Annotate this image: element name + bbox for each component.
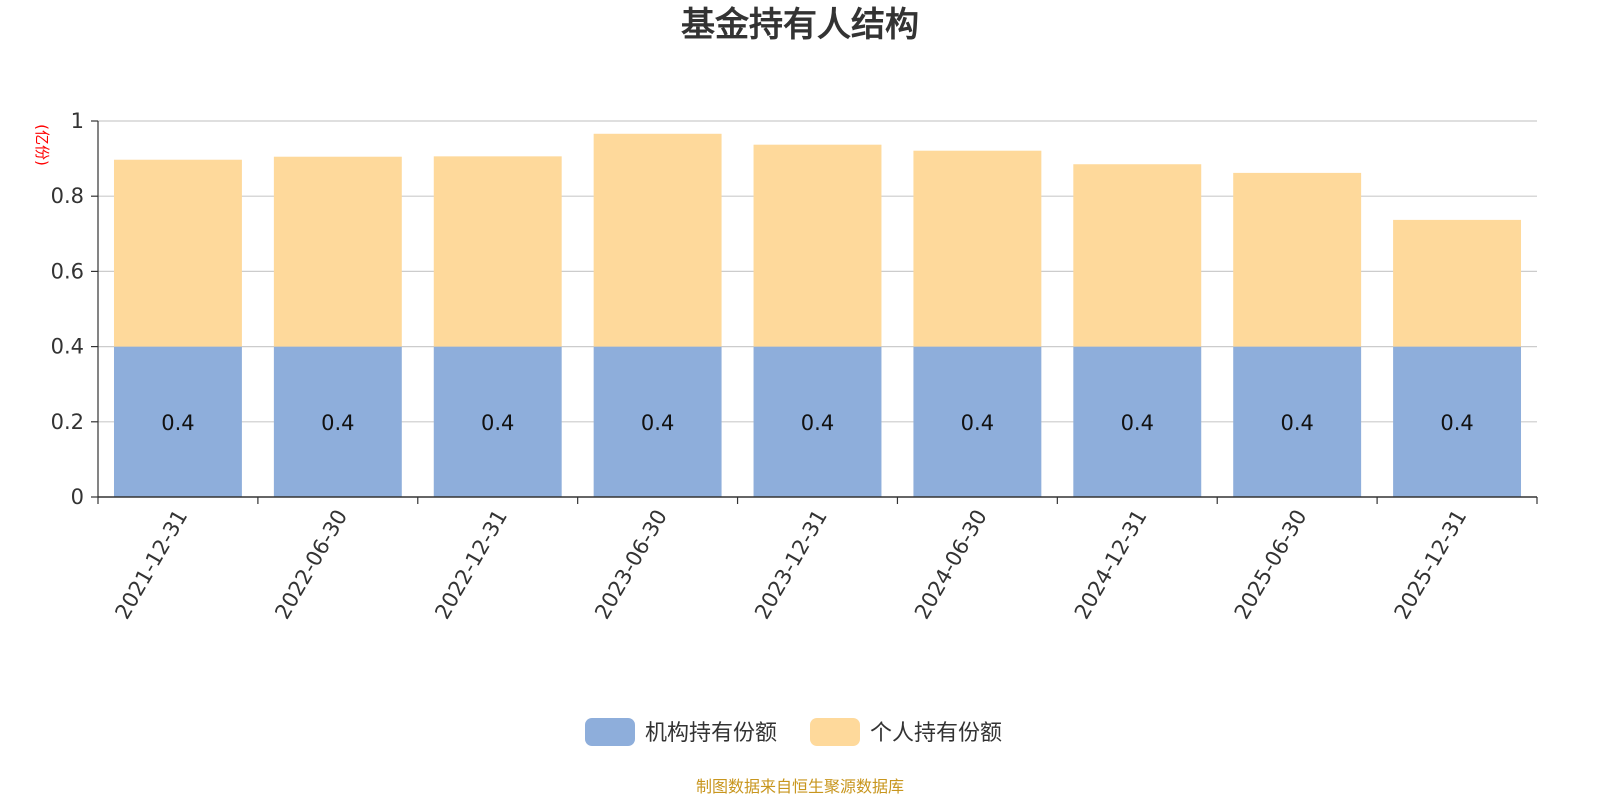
legend-label: 机构持有份额 [645,721,777,746]
bar-data-label: 0.4 [961,411,994,435]
bar-data-label: 0.4 [641,411,674,435]
x-tick-label: 2025-06-30 [1230,506,1312,624]
bar-individual [1393,219,1522,347]
bar-individual [753,144,882,347]
y-tick-label: 0 [71,485,84,509]
bar-individual [913,150,1042,347]
bar-data-label: 0.4 [321,411,354,435]
bar-institutional [913,346,1042,497]
x-tick-label: 2024-12-31 [1070,506,1152,624]
bar-data-label: 0.4 [1280,411,1313,435]
bar-data-label: 0.4 [481,411,514,435]
bar-institutional [1393,346,1522,497]
legend: 机构持有份额 个人持有份额 [585,718,1002,746]
bar-individual [593,133,722,347]
bar-institutional [1233,346,1362,497]
bar-individual [1073,164,1202,347]
chart-title: 基金持有人结构 [681,5,919,45]
bar-institutional [1073,346,1202,497]
y-tick-label: 0.2 [51,410,84,434]
legend-swatch [810,718,860,746]
bar-individual [433,156,562,347]
x-tick-label: 2022-12-31 [430,506,512,624]
bar-institutional [753,346,882,497]
bars: 0.4 0.4 0.4 0.4 0.4 0.4 0.4 0.4 0.4 [113,133,1522,497]
x-tick-label: 2023-06-30 [590,506,672,624]
legend-swatch [585,718,635,746]
y-tick-label: 1 [71,109,84,133]
x-tick-label: 2025-12-31 [1390,506,1472,624]
x-tick-label: 2023-12-31 [750,506,832,624]
bar-data-label: 0.4 [1121,411,1154,435]
x-tick-label: 2024-06-30 [910,506,992,624]
source-note: 制图数据来自恒生聚源数据库 [696,777,904,796]
y-axis-unit-label: (亿份) [33,124,51,166]
bar-individual [113,159,242,347]
bar-individual [273,156,402,347]
x-tick-label: 2021-12-31 [110,506,192,624]
bar-institutional [433,346,562,497]
y-tick-label: 0.4 [51,335,84,359]
y-tick-label: 0.6 [51,259,84,283]
bar-data-label: 0.4 [161,411,194,435]
bar-data-label: 0.4 [1440,411,1473,435]
x-tick-label: 2022-06-30 [270,506,352,624]
bar-institutional [593,346,722,497]
bar-institutional [273,346,402,497]
bar-institutional [113,346,242,497]
bar-individual [1233,172,1362,347]
legend-label: 个人持有份额 [870,721,1002,746]
bar-data-label: 0.4 [801,411,834,435]
y-tick-label: 0.8 [51,184,84,208]
